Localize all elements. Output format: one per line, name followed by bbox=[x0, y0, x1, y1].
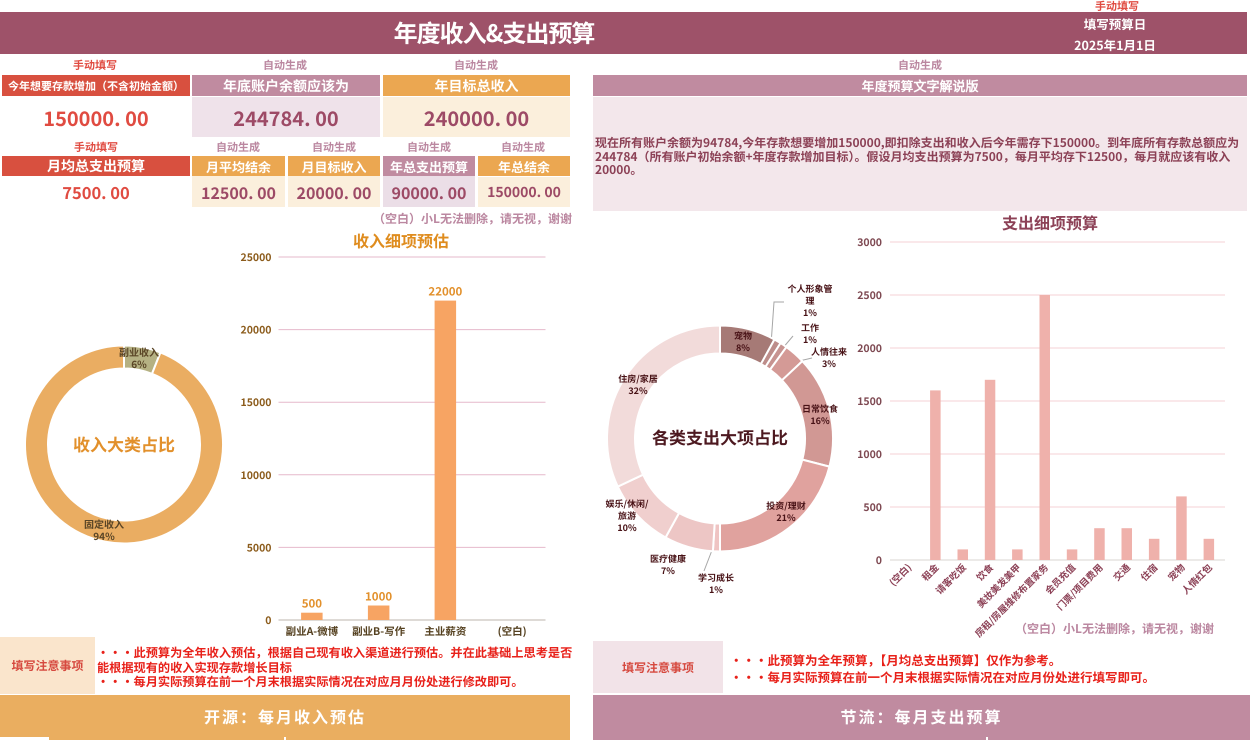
svg-text:500: 500 bbox=[302, 596, 323, 612]
svg-text:固定收入: 固定收入 bbox=[84, 516, 124, 531]
svg-text:2000: 2000 bbox=[857, 341, 882, 356]
svg-text:1000: 1000 bbox=[857, 447, 882, 462]
svg-text:交通: 交通 bbox=[1110, 560, 1134, 584]
svg-text:各类支出大项占比: 各类支出大项占比 bbox=[652, 424, 788, 449]
svg-text:理: 理 bbox=[805, 294, 814, 307]
svg-text:16%: 16% bbox=[810, 414, 830, 427]
svg-text:(空白): (空白) bbox=[886, 560, 914, 588]
svg-text:15000: 15000 bbox=[241, 395, 272, 410]
svg-text:3%: 3% bbox=[822, 357, 836, 370]
svg-text:副业A-微博: 副业A-微博 bbox=[286, 624, 339, 639]
svg-text:主业薪资: 主业薪资 bbox=[424, 624, 466, 639]
svg-text:宠物: 宠物 bbox=[734, 329, 752, 342]
svg-text:94%: 94% bbox=[93, 528, 115, 543]
svg-text:20000: 20000 bbox=[241, 323, 272, 338]
svg-text:6%: 6% bbox=[131, 356, 147, 371]
svg-text:5000: 5000 bbox=[247, 540, 272, 555]
svg-text:32%: 32% bbox=[628, 384, 648, 397]
svg-text:住房/家居: 住房/家居 bbox=[618, 372, 657, 385]
svg-text:工作: 工作 bbox=[801, 321, 819, 334]
svg-text:22000: 22000 bbox=[428, 284, 462, 300]
svg-text:7%: 7% bbox=[661, 564, 675, 577]
svg-text:1500: 1500 bbox=[857, 394, 882, 409]
svg-text:1%: 1% bbox=[709, 583, 723, 596]
svg-text:副业收入: 副业收入 bbox=[119, 344, 159, 359]
svg-text:旅游: 旅游 bbox=[618, 509, 636, 522]
svg-text:10%: 10% bbox=[617, 521, 637, 534]
svg-text:收入细项预估: 收入细项预估 bbox=[353, 228, 449, 252]
svg-text:学习成长: 学习成长 bbox=[698, 571, 734, 584]
svg-text:收入大类占比: 收入大类占比 bbox=[73, 431, 175, 456]
svg-text:副业B-写作: 副业B-写作 bbox=[352, 624, 406, 639]
svg-text:25000: 25000 bbox=[241, 250, 272, 265]
svg-text:1%: 1% bbox=[803, 333, 817, 346]
svg-text:500: 500 bbox=[863, 500, 882, 515]
svg-text:8%: 8% bbox=[736, 341, 750, 354]
svg-text:2500: 2500 bbox=[857, 288, 882, 303]
svg-text:1000: 1000 bbox=[365, 589, 392, 605]
svg-text:住宿: 住宿 bbox=[1137, 560, 1160, 583]
svg-text:0: 0 bbox=[876, 553, 882, 568]
svg-text:日常饮食: 日常饮食 bbox=[802, 402, 838, 415]
svg-text:人情往来: 人情往来 bbox=[811, 345, 847, 358]
svg-text:娱乐/休闲/: 娱乐/休闲/ bbox=[606, 497, 649, 510]
svg-text:21%: 21% bbox=[776, 511, 796, 524]
svg-text:个人形象管: 个人形象管 bbox=[787, 282, 832, 295]
svg-text:0: 0 bbox=[265, 613, 271, 628]
svg-text:支出细项预算: 支出细项预算 bbox=[1002, 210, 1098, 234]
svg-text:投资/理财: 投资/理财 bbox=[766, 499, 805, 512]
svg-text:10000: 10000 bbox=[241, 468, 272, 483]
svg-text:(空白): (空白) bbox=[498, 624, 527, 639]
svg-text:人情红包: 人情红包 bbox=[1178, 560, 1215, 597]
svg-text:1%: 1% bbox=[803, 306, 817, 319]
svg-text:请客吃饭: 请客吃饭 bbox=[932, 560, 969, 597]
svg-text:3000: 3000 bbox=[857, 235, 882, 250]
svg-text:医疗健康: 医疗健康 bbox=[650, 552, 686, 565]
